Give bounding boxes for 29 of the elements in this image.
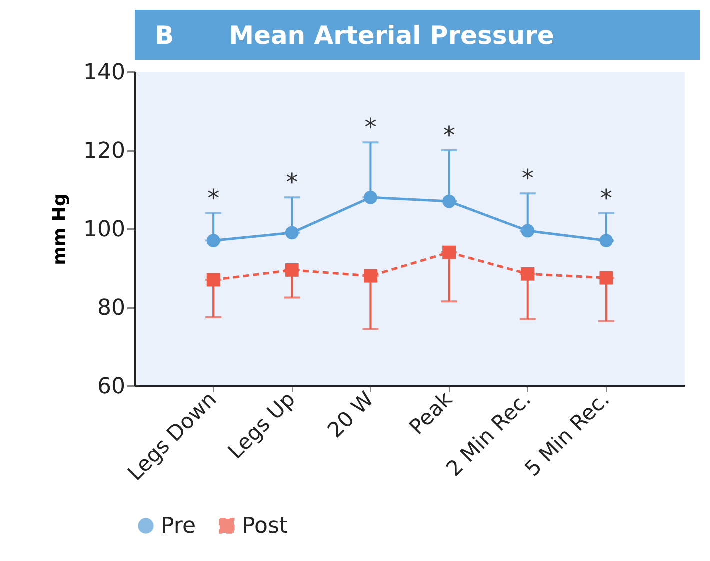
point [442, 246, 456, 260]
point [521, 267, 535, 281]
annotation: * [364, 114, 377, 142]
point [285, 226, 299, 240]
point [206, 234, 220, 248]
annotation: * [600, 184, 612, 212]
y-tick-label: 140 [84, 60, 126, 86]
point [600, 234, 614, 248]
point [206, 273, 220, 287]
point [364, 269, 378, 283]
annotation: * [286, 168, 298, 197]
point [364, 190, 378, 204]
point [285, 264, 299, 277]
annotation: * [443, 122, 456, 150]
legend-label: Pre [161, 514, 196, 539]
y-tick-label: 80 [98, 296, 126, 321]
point [521, 224, 535, 238]
y-tick-label: 60 [98, 374, 126, 400]
annotation: * [208, 184, 220, 212]
point [600, 271, 614, 285]
text: B [155, 20, 174, 50]
x-tick-label: 20 W [323, 387, 379, 443]
point [442, 194, 456, 208]
chart-title: Mean Arterial Pressure [229, 20, 554, 50]
y-axis-title: mm Hg [50, 194, 71, 266]
legend-label: Post [242, 514, 288, 539]
annotation: * [522, 164, 534, 193]
y-tick-label: 120 [84, 139, 126, 164]
y-tick-label: 100 [84, 218, 126, 242]
